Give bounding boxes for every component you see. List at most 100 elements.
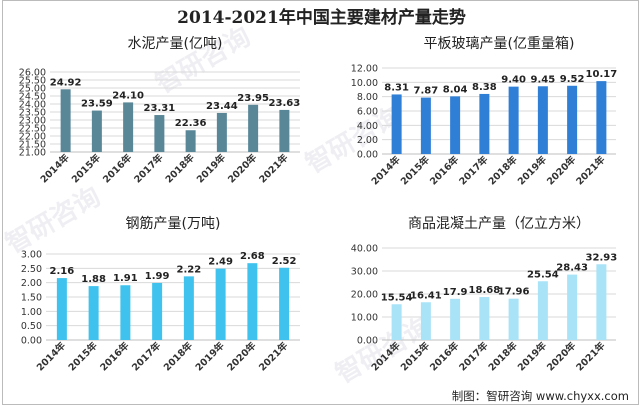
bar bbox=[537, 281, 548, 340]
data-label: 10.17 bbox=[586, 69, 618, 80]
x-tick-label: 2020年 bbox=[544, 153, 578, 187]
x-tick-label: 2018年 bbox=[161, 339, 195, 373]
y-tick-label: 1.00 bbox=[21, 307, 42, 318]
data-label: 8.38 bbox=[472, 82, 497, 93]
data-label: 24.10 bbox=[112, 90, 144, 101]
data-label: 1.88 bbox=[81, 274, 106, 285]
y-tick-label: 0.50 bbox=[21, 321, 42, 332]
y-tick-label: 6.00 bbox=[357, 107, 378, 118]
y-tick-label: 24.50 bbox=[19, 92, 46, 103]
bar bbox=[596, 264, 607, 340]
bar bbox=[391, 94, 402, 154]
x-tick-label: 2016年 bbox=[100, 151, 134, 185]
chart-title: 商品混凝土产量（亿立方米） bbox=[408, 216, 590, 232]
x-tick-label: 2015年 bbox=[398, 153, 432, 187]
data-label: 8.04 bbox=[443, 84, 468, 95]
y-tick-label: 0.00 bbox=[21, 336, 42, 347]
y-tick-label: 10.00 bbox=[351, 78, 378, 89]
x-tick-label: 2020年 bbox=[544, 339, 578, 373]
y-tick-label: 21.50 bbox=[19, 140, 46, 151]
data-label: 2.49 bbox=[208, 257, 233, 268]
y-tick-label: 26.00 bbox=[19, 68, 46, 79]
y-tick-label: 25.50 bbox=[19, 76, 46, 87]
y-tick-label: 23.50 bbox=[19, 108, 46, 119]
y-tick-label: 2.00 bbox=[21, 278, 42, 289]
y-tick-label: 25.00 bbox=[19, 84, 46, 95]
x-tick-label: 2021年 bbox=[257, 151, 291, 185]
y-tick-label: 2.00 bbox=[357, 135, 378, 146]
data-label: 9.40 bbox=[501, 75, 526, 86]
y-tick-label: 22.50 bbox=[19, 124, 46, 135]
data-label: 23.95 bbox=[237, 93, 269, 104]
cement-production-chart: 水泥产量(亿吨)21.0021.5022.0022.5023.0023.5024… bbox=[19, 36, 301, 186]
y-tick-label: 2.50 bbox=[21, 264, 42, 275]
flat-glass-production-chart: 平板玻璃产量(亿重量箱) 0.00 2.00 4.00 6.00 8.00 10.00 12.… bbox=[351, 35, 618, 188]
data-label: 15.54 bbox=[381, 292, 413, 303]
data-label: 2.68 bbox=[240, 251, 265, 262]
x-tick-label: 2020年 bbox=[225, 151, 259, 185]
bar bbox=[56, 278, 67, 340]
x-tick-label: 2021年 bbox=[574, 153, 608, 187]
bar bbox=[120, 285, 131, 340]
bar bbox=[123, 102, 134, 152]
bar bbox=[508, 86, 519, 154]
data-label: 16.41 bbox=[410, 290, 442, 301]
chart-title: 钢筋产量(万吨) bbox=[126, 215, 221, 232]
data-label: 2.52 bbox=[272, 256, 297, 267]
y-tick-label: 0.00 bbox=[357, 150, 378, 161]
x-tick-label: 2021年 bbox=[574, 339, 608, 373]
y-tick-label: 24.00 bbox=[19, 100, 46, 111]
bar bbox=[567, 274, 578, 340]
x-tick-label: 2021年 bbox=[256, 339, 290, 373]
y-tick-label: 8.00 bbox=[357, 92, 378, 103]
bar bbox=[279, 267, 290, 340]
bar bbox=[215, 268, 226, 340]
data-label: 32.93 bbox=[586, 252, 618, 263]
data-label: 22.36 bbox=[175, 118, 207, 129]
data-label: 25.54 bbox=[527, 269, 559, 280]
data-label: 9.52 bbox=[560, 74, 585, 85]
bar bbox=[60, 89, 71, 152]
y-tick-label: 30.00 bbox=[351, 267, 378, 278]
data-label: 1.99 bbox=[145, 271, 170, 282]
y-tick-label: 23.00 bbox=[19, 116, 46, 127]
bar bbox=[152, 282, 163, 340]
x-tick-label: 2015年 bbox=[66, 339, 100, 373]
bar bbox=[185, 130, 196, 152]
x-tick-label: 2017年 bbox=[132, 151, 166, 185]
bar bbox=[154, 115, 165, 152]
x-tick-label: 2019年 bbox=[194, 151, 228, 185]
page-title: 2014-2021年中国主要建材产量走势 bbox=[177, 8, 466, 28]
bar bbox=[91, 110, 102, 152]
data-label: 17.96 bbox=[498, 287, 530, 298]
x-tick-label: 2020年 bbox=[225, 339, 259, 373]
concrete-production-chart: 商品混凝土产量（亿立方米） 0.00 10.00 20.00 30.00 40.00 15.… bbox=[351, 216, 618, 374]
data-label: 23.44 bbox=[206, 101, 238, 112]
bar bbox=[450, 96, 461, 154]
chart-title: 平板玻璃产量(亿重量箱) bbox=[424, 35, 575, 52]
x-tick-label: 2017年 bbox=[129, 339, 163, 373]
y-tick-label: 10.00 bbox=[351, 313, 378, 324]
bar bbox=[479, 93, 490, 154]
data-label: 7.87 bbox=[414, 86, 439, 97]
data-label: 18.68 bbox=[469, 285, 501, 296]
x-tick-label: 2017年 bbox=[457, 339, 491, 373]
y-tick-label: 22.00 bbox=[19, 132, 46, 143]
data-label: 2.16 bbox=[50, 266, 75, 277]
x-tick-label: 2015年 bbox=[398, 339, 432, 373]
bar bbox=[450, 298, 461, 340]
bar bbox=[279, 109, 290, 152]
x-tick-label: 2019年 bbox=[193, 339, 227, 373]
bar bbox=[183, 276, 194, 340]
data-label: 23.63 bbox=[269, 98, 301, 109]
data-label: 28.43 bbox=[556, 263, 588, 274]
x-tick-label: 2015年 bbox=[69, 151, 103, 185]
bar bbox=[479, 297, 490, 340]
chart-title: 水泥产量(亿吨) bbox=[128, 36, 223, 52]
y-tick-label: 21.00 bbox=[19, 148, 46, 159]
bar bbox=[508, 298, 519, 340]
x-tick-label: 2019年 bbox=[515, 339, 549, 373]
bar bbox=[420, 302, 431, 340]
bar bbox=[391, 304, 402, 340]
